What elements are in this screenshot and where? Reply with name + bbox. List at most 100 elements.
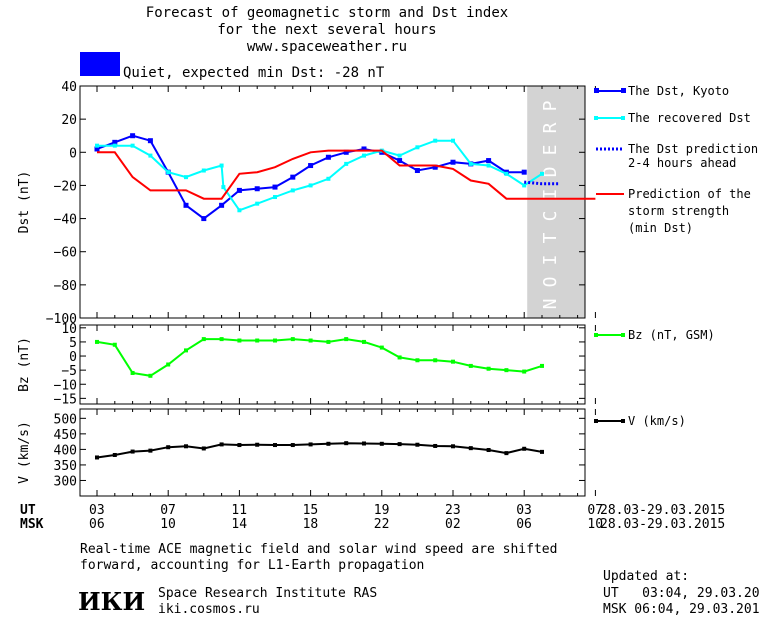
data-point [308, 163, 314, 169]
legend: The Dst, Kyoto The recovered Dst The Dst… [594, 84, 758, 428]
y-tick-label: 10 [61, 322, 77, 337]
prediction-label-letter: T [540, 232, 561, 243]
series-line [96, 338, 543, 377]
bz-frame [79, 324, 586, 405]
prediction-label-letter: C [540, 211, 561, 222]
data-point [362, 441, 366, 446]
chart-site: www.spaceweather.ru [247, 39, 407, 55]
legend-bz: Bz (nT, GSM) [594, 328, 715, 342]
ut-tick-label: 15 [303, 503, 319, 518]
legend-dst-kyoto-label: The Dst, Kyoto [628, 84, 729, 98]
data-point [237, 443, 242, 448]
y-tick-label: 350 [54, 459, 77, 474]
prediction-label-letter: D [540, 167, 561, 178]
y-tick-label: 400 [54, 443, 77, 458]
data-point [415, 358, 420, 363]
y-tick-label: 500 [54, 412, 77, 427]
y-tick-label: −80 [54, 279, 77, 294]
data-point [486, 163, 491, 168]
chart-title-line1: Forecast of geomagnetic storm and Dst in… [146, 5, 508, 21]
data-point [540, 363, 544, 368]
y-tick-label: 0 [69, 350, 77, 365]
data-point [130, 449, 135, 454]
institute-name: Space Research Institute RAS [158, 586, 377, 601]
prediction-label-letter: E [540, 145, 561, 156]
ut-tick-label: 03 [516, 503, 532, 518]
y-tick-label: 40 [61, 80, 77, 95]
data-point [148, 448, 153, 453]
data-point [201, 446, 206, 451]
legend-dst-kyoto: The Dst, Kyoto [594, 84, 729, 98]
data-point [397, 153, 402, 158]
data-point [184, 175, 188, 180]
data-point [219, 163, 224, 168]
data-point [344, 161, 349, 166]
data-point [326, 339, 331, 344]
data-point [450, 159, 456, 165]
msk-tick-label: 22 [374, 517, 390, 532]
legend-storm-strength: Prediction of the storm strength (min Ds… [596, 187, 751, 235]
data-point [451, 359, 455, 364]
data-point [201, 216, 207, 222]
ut-tick-label: 03 [89, 503, 105, 518]
data-point [184, 444, 188, 449]
series-line [96, 134, 525, 220]
institute-site: iki.cosmos.ru [158, 602, 260, 617]
prediction-band [527, 86, 585, 318]
iki-logo: ИКИ [78, 587, 145, 616]
data-point [166, 362, 171, 367]
time-axis: UT MSK 28.03-29.03.2015 28.03-29.03.2015… [20, 503, 725, 532]
data-point [414, 168, 420, 174]
data-point [522, 183, 527, 188]
footer-note-line2: forward, accounting for L1-Earth propaga… [80, 558, 424, 573]
data-point [201, 337, 206, 342]
y-tick-label: −20 [54, 179, 77, 194]
data-point [254, 186, 260, 192]
data-point [325, 154, 331, 160]
prediction-label-letter: O [540, 277, 561, 288]
ut-date-range: 28.03-29.03.2015 [600, 503, 725, 518]
updated-msk: MSK 06:04, 29.03.2015 [603, 602, 760, 617]
legend-dst-prediction: The Dst prediction 2-4 hours ahead [596, 142, 758, 170]
status-text: Quiet, expected min Dst: -28 nT [123, 65, 385, 81]
data-point [273, 443, 277, 448]
dst-frame [79, 85, 586, 319]
data-point [255, 201, 260, 206]
y-tick-label: −15 [54, 392, 77, 407]
ut-tick-label: 07 [160, 503, 176, 518]
y-tick-label: −60 [54, 246, 77, 261]
data-point [255, 338, 260, 343]
data-point [112, 139, 118, 145]
msk-date-range: 28.03-29.03.2015 [600, 517, 725, 532]
y-tick-label: 20 [61, 113, 77, 128]
data-point [344, 441, 349, 446]
ut-tick-label: 07 [587, 503, 603, 518]
legend-bz-label: Bz (nT, GSM) [628, 328, 715, 342]
data-point [540, 171, 544, 176]
data-point [362, 339, 366, 344]
data-point [379, 441, 384, 446]
data-point [486, 448, 491, 453]
msk-tick-label: 18 [303, 517, 319, 532]
bz-axis-label: Bz (nT) [17, 337, 32, 392]
legend-dst-prediction-label1: The Dst prediction [628, 142, 758, 156]
data-point [95, 455, 99, 460]
data-point [237, 338, 242, 343]
data-point [166, 170, 171, 175]
data-point [308, 442, 313, 447]
chart-title-line2: for the next several hours [217, 22, 436, 38]
data-point [522, 446, 527, 451]
msk-tick-label: 06 [516, 517, 532, 532]
footer-note-line1: Real-time ACE magnetic field and solar w… [80, 542, 557, 557]
data-point [326, 176, 331, 181]
msk-tick-label: 14 [231, 517, 247, 532]
data-point [432, 164, 438, 170]
data-point [148, 153, 153, 158]
data-point [486, 158, 492, 164]
data-point [273, 195, 277, 200]
y-tick-label: −10 [54, 378, 77, 393]
data-point [166, 445, 171, 450]
